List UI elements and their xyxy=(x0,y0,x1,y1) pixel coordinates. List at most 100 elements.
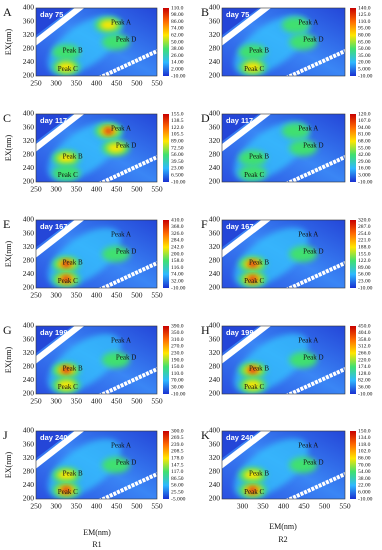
colorbar-tick-label: 239.0 xyxy=(171,442,184,448)
y-tick-label: 240 xyxy=(23,480,35,489)
plot-frame xyxy=(221,430,346,500)
colorbar-tick-label: 368.0 xyxy=(171,224,184,230)
day-label: day 75 xyxy=(226,10,249,19)
y-tick-label: 280 xyxy=(23,44,35,53)
colorbar-tick-label: 320.0 xyxy=(358,217,371,223)
fluorescence-peak xyxy=(61,275,72,283)
plot-frame xyxy=(221,325,346,395)
colorbar-tick-label: 20.00 xyxy=(358,60,371,66)
y-tick-label: 280 xyxy=(23,256,35,265)
peak-label: Peak D xyxy=(303,459,323,467)
day-label: day 167 xyxy=(40,222,68,231)
peak-label: Peak B xyxy=(249,364,269,372)
colorbar-tick-label: 220.0 xyxy=(358,357,371,363)
colorbar-tick-label: 155.0 xyxy=(171,111,184,117)
colorbar xyxy=(350,431,356,499)
y-tick-label: 400 xyxy=(209,3,221,12)
colorbar-tick-label: 178.0 xyxy=(171,455,184,461)
colorbar-tick-label: 82.00 xyxy=(358,378,371,384)
y-tick-label: 360 xyxy=(209,439,221,448)
colorbar-tick-label: 56.00 xyxy=(171,152,184,158)
fluorescence-peak xyxy=(243,380,262,391)
x-tick-label: 300 xyxy=(51,185,63,194)
y-tick-label: 240 xyxy=(209,480,221,489)
peak-label: Peak C xyxy=(244,488,264,496)
peak-label: Peak A xyxy=(111,125,131,133)
y-tick-label: 320 xyxy=(209,348,221,357)
y-tick-label: 400 xyxy=(23,3,35,12)
second-order-scatter xyxy=(98,260,157,288)
colorbar-tick-label: 50.00 xyxy=(171,39,184,45)
y-tick-label: 240 xyxy=(209,375,221,384)
colorbar-tick-label: -10.00 xyxy=(358,391,373,397)
colorbar-tick-label: 22.00 xyxy=(358,483,371,489)
peak-label: Peak B xyxy=(249,469,269,477)
y-tick-label: 320 xyxy=(209,242,221,251)
rayleigh-scatter xyxy=(36,326,84,364)
colorbar-tick-label: 312.0 xyxy=(358,344,371,350)
y-tick-label: 240 xyxy=(23,57,35,66)
panel-letter: G xyxy=(3,323,12,337)
colorbar-tick-label: 80.00 xyxy=(358,32,371,38)
rayleigh-scatter xyxy=(222,326,271,364)
fluorescence-peak xyxy=(61,486,72,494)
peak-label: Peak A xyxy=(298,337,318,345)
colorbar-tick-label: 25.50 xyxy=(171,489,184,495)
y-tick-label: 360 xyxy=(23,228,35,237)
colorbar-tick-label: 158.0 xyxy=(171,258,184,264)
fluorescence-peak xyxy=(247,366,258,374)
fluorescence-peak xyxy=(247,275,258,283)
colorbar-tick-label: 95.00 xyxy=(358,26,371,32)
fluorescence-peak xyxy=(247,260,258,268)
y-tick-label: 360 xyxy=(23,334,35,343)
colorbar-tick-label: 70.00 xyxy=(171,378,184,384)
scatter-corner xyxy=(222,220,259,248)
y-tick-label: 320 xyxy=(23,136,35,145)
x-tick-label: 300 xyxy=(237,502,249,511)
colorbar xyxy=(163,326,169,394)
x-tick-label: 300 xyxy=(51,397,63,406)
second-order-scatter xyxy=(98,48,157,76)
peak-label: Peak D xyxy=(116,248,136,256)
y-tick-label: 280 xyxy=(23,150,35,159)
y-tick-label: 360 xyxy=(209,16,221,25)
colorbar-tick-label: 38.00 xyxy=(358,476,371,482)
colorbar-tick-label: 62.00 xyxy=(171,32,184,38)
x-tick-label: 450 xyxy=(111,502,123,511)
peak-label: Peak B xyxy=(249,258,269,266)
peak-label: Peak B xyxy=(249,152,269,160)
plot-frame xyxy=(35,325,158,395)
second-order-scatter xyxy=(285,471,345,499)
fluorescence-peak xyxy=(57,153,76,164)
colorbar-tick-label: 89.00 xyxy=(358,265,371,271)
colorbar-tick-label: 270.0 xyxy=(171,344,184,350)
x-axis-label: EM(nm) xyxy=(269,522,297,531)
colorbar-tick-label: 287.0 xyxy=(358,224,371,230)
x-tick-label: 450 xyxy=(111,397,123,406)
peak-label: Peak C xyxy=(244,277,264,285)
peak-label: Peak D xyxy=(303,248,323,256)
x-tick-label: 400 xyxy=(91,291,103,300)
x-tick-label: 550 xyxy=(151,291,163,300)
peak-label: Peak D xyxy=(303,354,323,362)
y-tick-label: 200 xyxy=(209,71,221,80)
colorbar-tick-label: 310.0 xyxy=(171,337,184,343)
fluorescence-peak xyxy=(103,127,114,135)
y-tick-label: 400 xyxy=(209,426,221,435)
fluorescence-peak xyxy=(101,457,130,473)
colorbar-tick-label: 125.0 xyxy=(358,12,371,18)
peak-label: Peak B xyxy=(63,152,83,160)
second-order-scatter xyxy=(285,260,345,288)
day-label: day 117 xyxy=(226,116,253,125)
x-tick-label: 300 xyxy=(51,502,63,511)
y-tick-label: 360 xyxy=(209,228,221,237)
colorbar-tick-label: 150.0 xyxy=(171,364,184,370)
y-tick-label: 200 xyxy=(209,177,221,186)
x-axis-label: EM(nm) xyxy=(83,528,111,537)
rayleigh-scatter xyxy=(36,220,84,258)
colorbar-tick-label: 350.0 xyxy=(171,330,184,336)
panel-letter: B xyxy=(201,5,209,19)
day-label: day 75 xyxy=(40,10,63,19)
x-tick-label: 350 xyxy=(257,502,269,511)
